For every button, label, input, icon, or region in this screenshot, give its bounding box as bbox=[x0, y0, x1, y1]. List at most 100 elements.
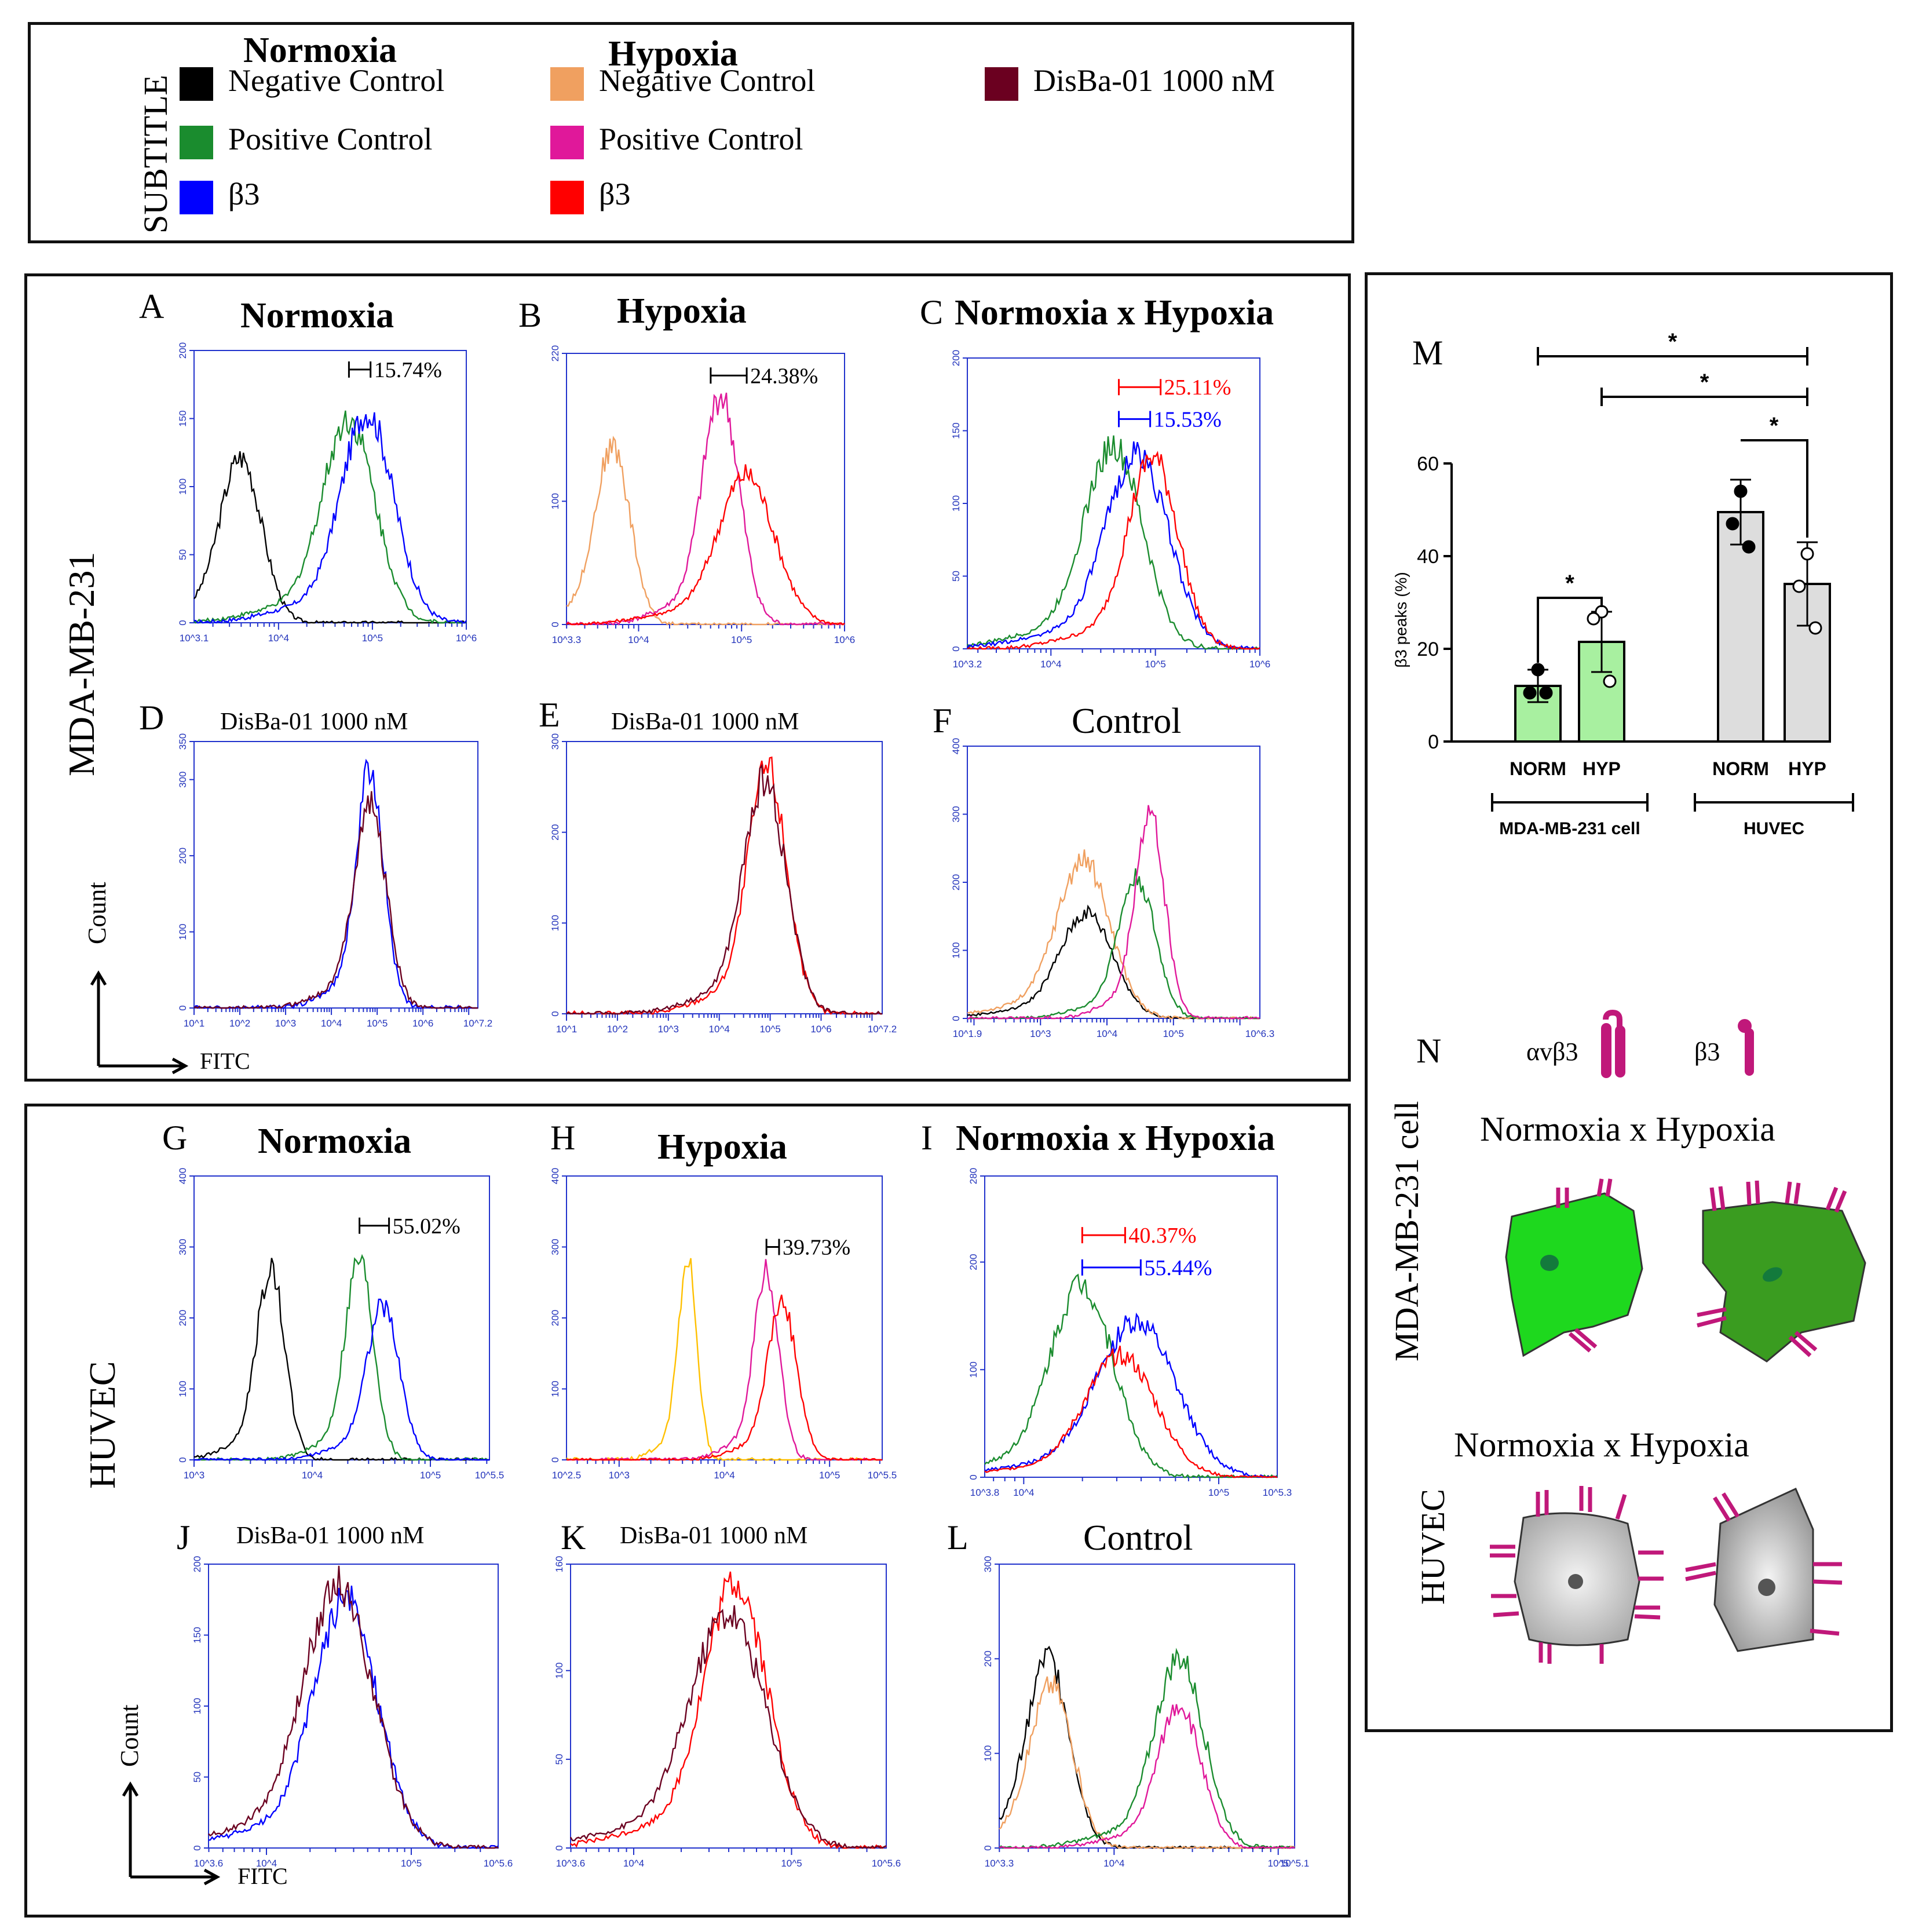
data-point bbox=[1742, 540, 1756, 554]
y-tick-label: 300 bbox=[982, 1556, 993, 1572]
y-tick-label: 100 bbox=[951, 495, 962, 512]
legend-item: DisBa-01 1000 nM bbox=[985, 63, 1275, 101]
data-point bbox=[1734, 484, 1748, 498]
legend-swatch bbox=[550, 125, 584, 159]
plot-frame bbox=[193, 741, 478, 1009]
receptor-icon-avb3 bbox=[1601, 1009, 1625, 1078]
gate-marker bbox=[348, 361, 372, 378]
significance-star: * bbox=[1770, 413, 1779, 439]
data-point bbox=[1603, 674, 1617, 688]
x-tick-label: 10^5.5 bbox=[475, 1470, 505, 1481]
y-tick-label: 400 bbox=[550, 1168, 561, 1184]
y-tick-label: 300 bbox=[550, 733, 561, 750]
panel-letter-E: E bbox=[539, 696, 560, 734]
panel-title-A: Normoxia bbox=[240, 296, 394, 335]
y-tick-label: 400 bbox=[177, 1168, 188, 1184]
significance-bracket bbox=[1741, 439, 1808, 538]
plot-frame bbox=[566, 741, 883, 1014]
axis-label-count-huvec: Count bbox=[115, 1704, 144, 1767]
series--3 bbox=[208, 1586, 499, 1849]
legend-box: SUBTITLE bbox=[28, 22, 1354, 243]
gate-marker bbox=[359, 1217, 390, 1234]
series-disba-01-1000-nm bbox=[208, 1565, 499, 1849]
x-tick-label: 10^3 bbox=[658, 1024, 679, 1035]
y-tick-label: 280 bbox=[968, 1168, 979, 1184]
y-tick-label: 100 bbox=[177, 1380, 188, 1397]
series-positive-control bbox=[966, 435, 1260, 650]
series-negative-control bbox=[566, 436, 845, 626]
group-bracket bbox=[1491, 793, 1649, 812]
mda-cell-normoxia bbox=[1505, 1178, 1643, 1357]
histogram-J: 0 50 100 150 200 10^3.6 10^4 10^5 10^5.6 bbox=[192, 1556, 513, 1869]
legend-group-title: Normoxia bbox=[243, 31, 397, 70]
panel-letter-M: M bbox=[1412, 334, 1443, 372]
y-tick-label: 0 bbox=[177, 620, 188, 625]
x-tick-label: 10^4 bbox=[321, 1018, 342, 1029]
legend-swatch bbox=[550, 180, 584, 214]
plot-frame bbox=[208, 1564, 499, 1849]
y-tick-label: 300 bbox=[177, 772, 188, 788]
gate-marker bbox=[1081, 1227, 1126, 1244]
y-tick-label: 200 bbox=[951, 874, 962, 890]
legend-item: β3 bbox=[180, 176, 260, 214]
x-tick-label: 10^5 bbox=[731, 634, 752, 645]
legend-item: Negative Control bbox=[550, 63, 815, 101]
series--3-hypoxia bbox=[967, 451, 1260, 651]
series-positive-control bbox=[193, 1254, 489, 1461]
y-tick-label: 400 bbox=[951, 738, 962, 754]
gate-marker bbox=[1118, 379, 1162, 396]
schematic-mda-title: Normoxia x Hypoxia bbox=[1480, 1110, 1775, 1148]
gate-percent: 40.37% bbox=[1128, 1224, 1196, 1248]
x-tick-label: 10^4 bbox=[1097, 1028, 1117, 1039]
legend-item: Positive Control bbox=[550, 121, 803, 159]
receptor-label-b3: β3 bbox=[1694, 1038, 1720, 1066]
x-tick-label: 10^3.2 bbox=[953, 659, 982, 670]
panel-title-E: DisBa-01 1000 nM bbox=[611, 708, 799, 735]
y-tick-label: 100 bbox=[177, 479, 188, 495]
x-tick-label: 10^7.2 bbox=[463, 1018, 493, 1029]
panel-letter-L: L bbox=[947, 1518, 969, 1557]
x-tick-label: 10^3.3 bbox=[552, 634, 582, 645]
legend-label: β3 bbox=[228, 177, 260, 211]
histogram-F: 0 100 200 300 400 10^1.9 10^3 10^4 10^5 10^6.3 bbox=[951, 738, 1274, 1039]
x-tick-label: 10^3.6 bbox=[194, 1858, 224, 1869]
category-label: HYP bbox=[1583, 758, 1621, 779]
x-tick-label: 10^4 bbox=[256, 1858, 277, 1869]
data-point bbox=[1726, 517, 1739, 531]
histogram-B: 0 100 220 10^3.3 10^4 10^5 10^6 24.38% bbox=[550, 345, 855, 645]
mda-row-label: MDA-MB-231 bbox=[61, 552, 102, 776]
x-tick-label: 10^5 bbox=[819, 1470, 840, 1481]
panel-title-J: DisBa-01 1000 nM bbox=[236, 1522, 425, 1549]
panel-title-L: Control bbox=[1083, 1518, 1193, 1558]
y-tick-label: 100 bbox=[554, 1663, 565, 1679]
x-tick-label: 10^5.3 bbox=[1263, 1487, 1292, 1498]
axis-label-fitc-huvec: FITC bbox=[237, 1863, 288, 1889]
gate-marker bbox=[1081, 1259, 1142, 1276]
y-tick-label: 350 bbox=[177, 733, 188, 750]
legend-label: Positive Control bbox=[599, 122, 803, 156]
panel-letter-H: H bbox=[550, 1119, 576, 1157]
y-tick-label: 50 bbox=[951, 571, 962, 582]
y-tick-label: 0 bbox=[554, 1845, 565, 1850]
panel-title-D: DisBa-01 1000 nM bbox=[220, 708, 408, 735]
significance-star: * bbox=[1700, 370, 1709, 395]
y-tick-label: 200 bbox=[192, 1556, 203, 1572]
x-tick-label: 10^3 bbox=[1030, 1028, 1051, 1039]
series--3-hypoxia bbox=[984, 1345, 1278, 1478]
plot-frame bbox=[193, 350, 467, 623]
gate-percent: 15.53% bbox=[1154, 407, 1222, 432]
mda-panel-box bbox=[24, 273, 1351, 1082]
legend-label: Negative Control bbox=[599, 63, 816, 98]
legend-label: β3 bbox=[599, 177, 631, 211]
x-tick-label: 10^5 bbox=[401, 1858, 422, 1869]
data-point bbox=[1539, 686, 1553, 700]
y-tick-label: 40 bbox=[1417, 546, 1439, 568]
x-tick-label: 10^5 bbox=[781, 1858, 802, 1869]
legend-swatch bbox=[180, 180, 213, 214]
data-point bbox=[1531, 663, 1545, 677]
group-label: HUVEC bbox=[1744, 819, 1804, 838]
data-point bbox=[1792, 579, 1806, 593]
legend-item: β3 bbox=[550, 176, 630, 214]
category-label: HYP bbox=[1788, 758, 1826, 779]
x-tick-label: 10^6 bbox=[456, 633, 477, 644]
